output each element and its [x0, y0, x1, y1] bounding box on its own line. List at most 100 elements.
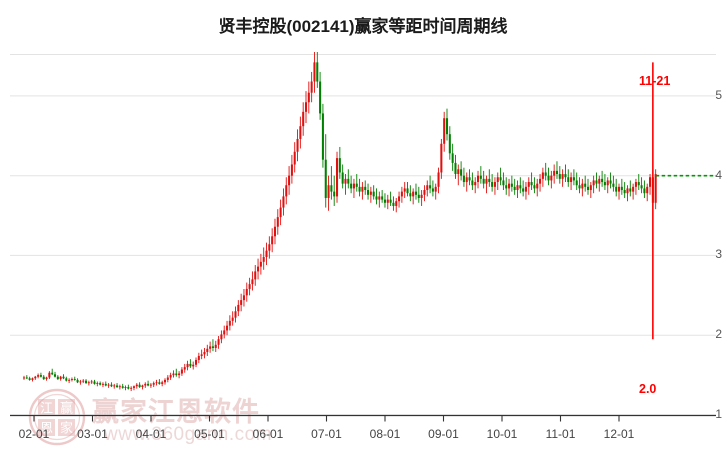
candlestick-series: [22, 52, 657, 392]
candle-body: [214, 344, 217, 348]
candle-body: [654, 174, 657, 203]
candle-body: [307, 92, 310, 103]
candle-body: [113, 385, 116, 387]
candle-body: [330, 185, 333, 192]
candle-body: [589, 185, 592, 191]
candle-body: [206, 348, 209, 352]
candle-body: [643, 188, 646, 194]
candle-body: [62, 376, 65, 379]
candle-body: [152, 383, 155, 385]
candle-body: [172, 373, 175, 376]
candle-body: [87, 382, 90, 384]
y-axis-tick-label: 3: [715, 247, 722, 262]
candle-body: [620, 186, 623, 191]
candle-body: [336, 158, 339, 197]
candle-body: [471, 180, 474, 186]
candle-body: [361, 186, 364, 192]
y-axis-tick-label: 4: [715, 167, 722, 182]
candle-body: [296, 138, 299, 152]
candle-body: [474, 182, 477, 186]
candle-body: [412, 191, 415, 197]
candle-body: [513, 186, 516, 191]
candle-body: [338, 158, 341, 173]
candle-body: [522, 188, 525, 192]
candle-body: [237, 304, 240, 312]
candle-body: [584, 183, 587, 187]
candle-body: [533, 185, 536, 189]
candle-body: [257, 266, 260, 272]
candle-body: [259, 261, 262, 267]
candle-body: [248, 284, 251, 289]
candle-body: [570, 177, 573, 183]
candle-body: [485, 178, 488, 184]
candle-body: [265, 250, 268, 258]
candle-body: [491, 182, 494, 187]
candle-body: [561, 174, 564, 179]
candle-body: [524, 186, 527, 192]
candle-body: [138, 384, 141, 388]
watermark-url: www.360gann.com: [104, 424, 273, 445]
candle-body: [398, 196, 401, 202]
candle-body: [127, 387, 130, 389]
candle-body: [70, 379, 73, 380]
candle-body: [234, 311, 237, 318]
cycle-date-label: 11-21: [639, 74, 671, 88]
candle-body: [440, 143, 443, 173]
candle-body: [310, 81, 313, 93]
candle-body: [290, 164, 293, 176]
candle-body: [324, 159, 327, 198]
candle-body: [189, 363, 192, 367]
candle-body: [457, 169, 460, 175]
candle-body: [462, 175, 465, 183]
candle-body: [477, 175, 480, 183]
candle-body: [169, 375, 172, 378]
candle-body: [53, 374, 57, 377]
candle-body: [203, 351, 206, 355]
x-axis-tick-label: 05-01: [194, 427, 225, 441]
candle-body: [288, 175, 291, 186]
candle-body: [460, 169, 463, 176]
price-chart-plot: [10, 52, 716, 415]
candle-body: [392, 202, 395, 206]
candle-body: [327, 185, 330, 198]
candle-body: [48, 372, 51, 378]
candle-body: [434, 186, 437, 192]
candle-body: [273, 226, 277, 237]
candle-body: [637, 182, 640, 186]
candle-body: [304, 102, 308, 112]
candle-body: [226, 325, 229, 331]
candle-body: [161, 382, 164, 384]
candle-body: [389, 199, 392, 203]
candle-body: [426, 185, 429, 191]
candle-body: [586, 186, 590, 191]
candle-body: [609, 180, 612, 184]
candle-body: [251, 279, 254, 285]
candle-body: [567, 177, 570, 183]
candle-body: [333, 191, 336, 197]
candle-body: [118, 386, 121, 388]
candle-body: [544, 172, 547, 176]
candle-body: [615, 186, 618, 192]
candle-body: [423, 190, 426, 195]
candle-body: [132, 386, 135, 388]
candle-body: [183, 367, 186, 370]
candle-body: [135, 384, 138, 387]
candle-body: [293, 151, 296, 165]
candle-body: [601, 178, 604, 183]
candle-body: [496, 177, 499, 183]
candle-body: [479, 175, 482, 179]
candle-body: [144, 383, 147, 386]
x-axis-tick-label: 11-01: [545, 427, 576, 441]
candle-body: [110, 384, 113, 387]
candle-body: [217, 339, 220, 345]
candle-body: [564, 174, 567, 178]
candle-body: [59, 376, 62, 380]
candle-body: [409, 193, 412, 197]
x-axis-tick-label: 07-01: [311, 427, 342, 441]
candle-body: [555, 170, 559, 175]
candle-body: [445, 118, 449, 135]
candle-body: [606, 180, 609, 186]
candle-body: [302, 111, 305, 127]
candle-body: [640, 185, 643, 189]
candle-body: [107, 384, 110, 386]
